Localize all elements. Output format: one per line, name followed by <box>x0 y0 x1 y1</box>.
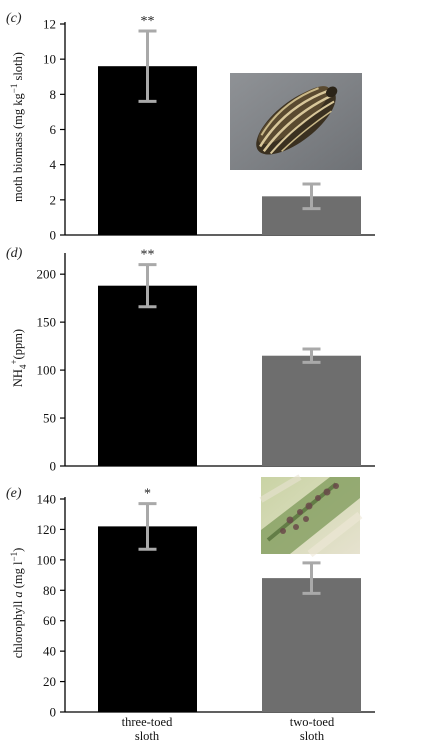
y-tick-label-c-12: 12 <box>43 17 56 32</box>
y-tick-label-e-60: 60 <box>43 613 56 628</box>
y-axis-label-e: chlorophylla (mg l−1) <box>9 548 25 659</box>
y-tick-label-d-0: 0 <box>50 459 57 474</box>
bar-e-three-toed <box>98 526 197 712</box>
bar-e-two-toed <box>262 578 361 712</box>
algae-photo-inset <box>259 474 363 558</box>
significance-c-0: ** <box>141 14 155 29</box>
y-tick-label-e-120: 120 <box>37 522 57 537</box>
panel-letter-c: (c) <box>6 11 22 26</box>
y-tick-label-e-40: 40 <box>43 644 56 659</box>
moth-photo-inset <box>230 73 362 170</box>
y-tick-label-e-0: 0 <box>50 705 57 720</box>
y-tick-label-e-80: 80 <box>43 583 56 598</box>
panel-letter-e: (e) <box>6 486 22 501</box>
bar-d-two-toed <box>262 355 361 466</box>
y-tick-label-d-100: 100 <box>37 363 57 378</box>
y-tick-label-d-200: 200 <box>37 267 57 282</box>
y-tick-label-e-100: 100 <box>37 552 57 567</box>
category-label-two-toed: two-toed sloth <box>290 715 335 743</box>
y-tick-label-d-150: 150 <box>37 315 57 330</box>
y-tick-label-c-2: 2 <box>50 192 57 207</box>
significance-d-0: ** <box>141 248 155 263</box>
y-tick-label-c-6: 6 <box>50 122 57 137</box>
y-axis-label-c: moth biomass (mg kg−1 sloth) <box>9 52 25 202</box>
category-label-three-toed: three-toed sloth <box>122 715 173 743</box>
y-tick-label-c-10: 10 <box>43 52 56 67</box>
y-tick-label-d-50: 50 <box>43 411 56 426</box>
y-axis-label-d: NH4+(ppm) <box>9 329 28 387</box>
significance-e-0: * <box>144 487 151 502</box>
bar-d-three-toed <box>98 285 197 466</box>
y-tick-label-c-8: 8 <box>50 87 57 102</box>
y-tick-label-e-140: 140 <box>37 492 57 507</box>
y-tick-label-c-4: 4 <box>50 157 57 172</box>
y-tick-label-c-0: 0 <box>50 228 57 243</box>
y-tick-label-e-20: 20 <box>43 674 56 689</box>
panel-letter-d: (d) <box>6 246 23 261</box>
